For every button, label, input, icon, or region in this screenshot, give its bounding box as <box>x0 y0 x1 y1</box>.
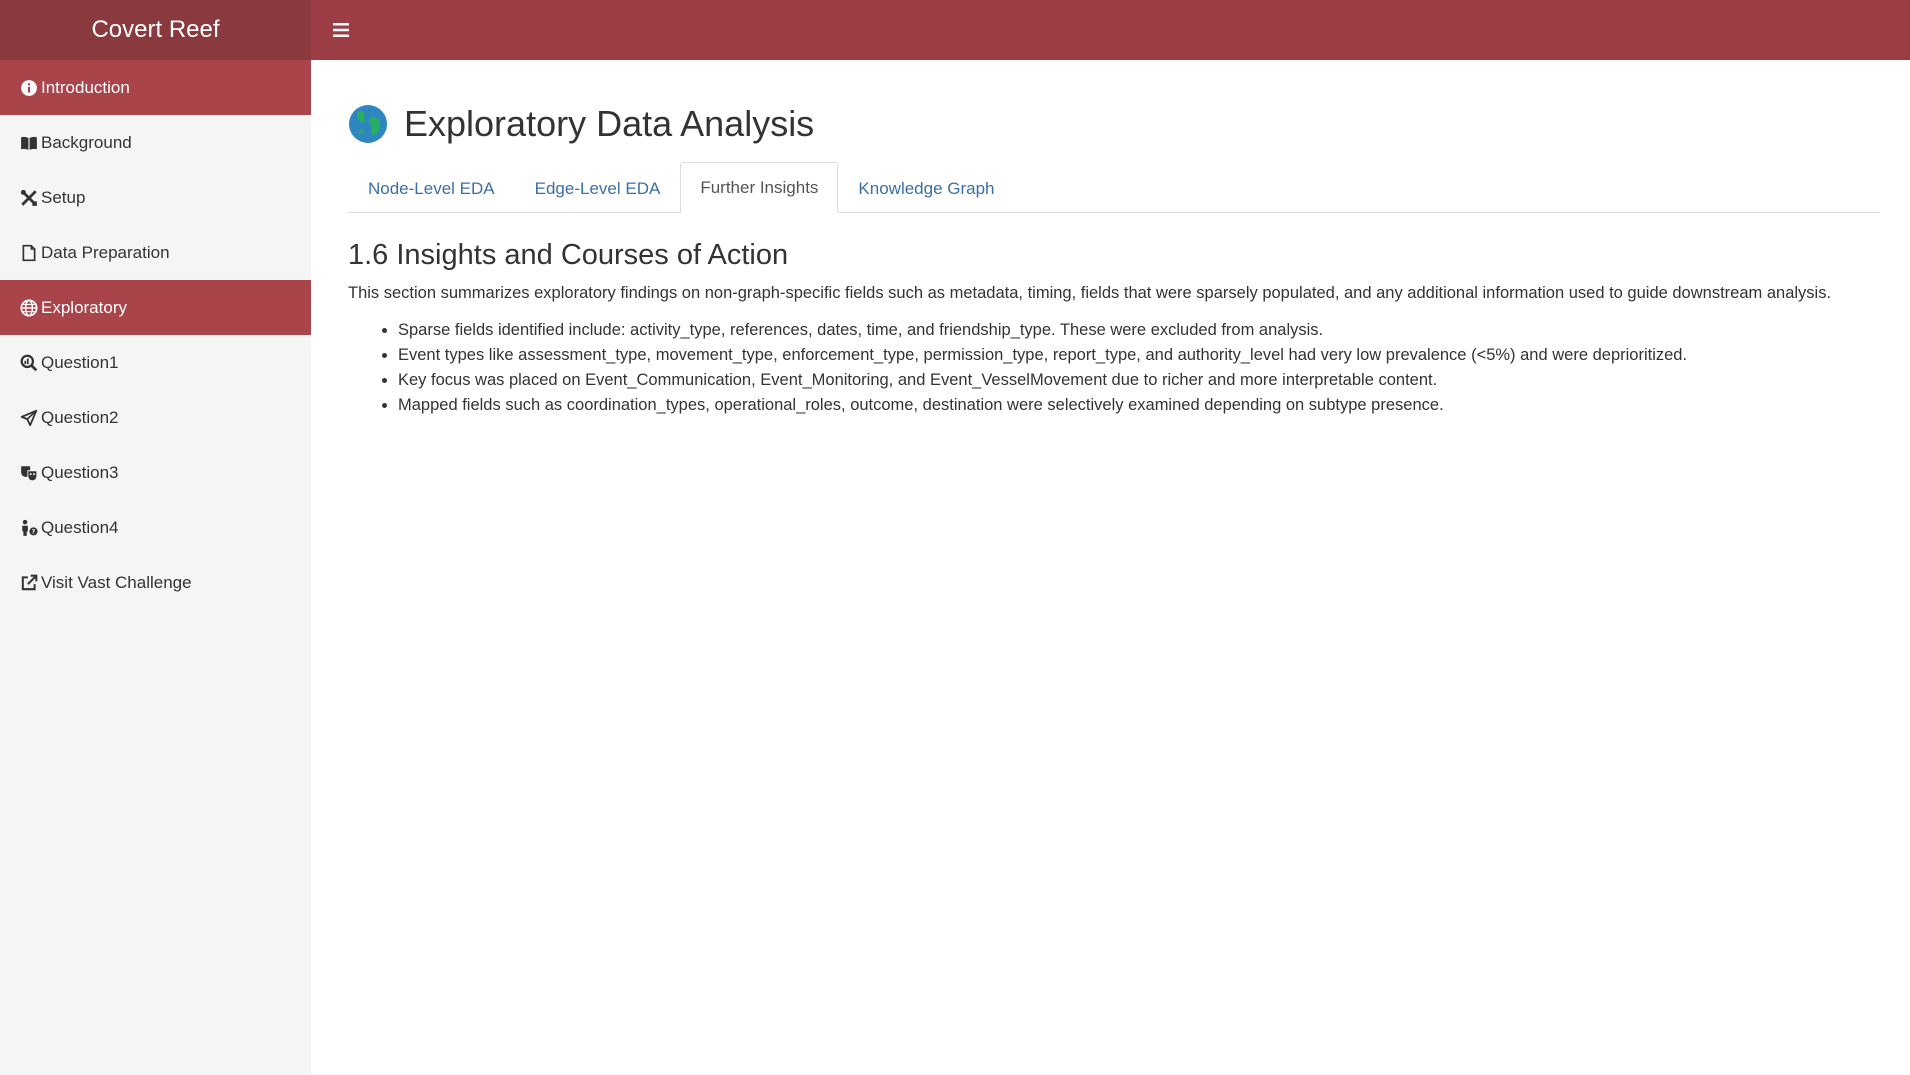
sidebar-item-background[interactable]: Background <box>0 115 311 170</box>
svg-text:?: ? <box>32 528 36 535</box>
masks-icon <box>20 464 38 482</box>
page-title: Exploratory Data Analysis <box>404 103 815 144</box>
sidebar: Introduction Background Setup Data Prepa… <box>0 60 311 1075</box>
sidebar-item-label: Visit Vast Challenge <box>41 572 192 592</box>
sidebar-item-label: Question1 <box>41 352 119 372</box>
tab-bar: Node-Level EDA Edge-Level EDA Further In… <box>348 162 1880 213</box>
sidebar-item-label: Setup <box>41 187 86 207</box>
list-item: Sparse fields identified include: activi… <box>398 318 1880 343</box>
top-navbar <box>311 0 1910 60</box>
main-content: Exploratory Data Analysis Node-Level EDA… <box>348 60 1880 418</box>
sidebar-item-label: Exploratory <box>41 297 127 317</box>
sidebar-item-label: Question3 <box>41 462 119 482</box>
globe-icon <box>20 299 38 317</box>
sidebar-item-question4[interactable]: ? Question4 <box>0 500 311 555</box>
earth-globe-icon <box>349 105 387 143</box>
findings-list: Sparse fields identified include: activi… <box>348 318 1880 418</box>
sidebar-item-question3[interactable]: Question3 <box>0 445 311 500</box>
sidebar-item-label: Question2 <box>41 407 119 427</box>
tab-further-insights[interactable]: Further Insights <box>680 162 839 213</box>
sidebar-item-introduction[interactable]: Introduction <box>0 60 311 115</box>
tab-node-level-eda[interactable]: Node-Level EDA <box>368 178 495 198</box>
sidebar-item-setup[interactable]: Setup <box>0 170 311 225</box>
external-link-icon <box>20 574 38 592</box>
person-question-icon: ? <box>20 519 38 537</box>
app-title: Covert Reef <box>91 16 220 43</box>
hamburger-icon <box>333 23 349 37</box>
sidebar-item-label: Introduction <box>41 77 130 97</box>
app-brand[interactable]: Covert Reef <box>0 0 311 60</box>
sidebar-toggle-button[interactable] <box>327 16 355 44</box>
sidebar-item-label: Data Preparation <box>41 242 170 262</box>
list-item: Mapped fields such as coordination_types… <box>398 393 1880 418</box>
sidebar-item-visit-vast-challenge[interactable]: Visit Vast Challenge <box>0 555 311 610</box>
sidebar-item-exploratory[interactable]: Exploratory <box>0 280 311 335</box>
tab-knowledge-graph[interactable]: Knowledge Graph <box>858 178 995 198</box>
tab-edge-level-eda[interactable]: Edge-Level EDA <box>534 178 661 198</box>
list-item: Event types like assessment_type, moveme… <box>398 343 1880 368</box>
send-icon <box>20 409 38 427</box>
page-title-row: Exploratory Data Analysis <box>348 102 1880 146</box>
file-icon <box>20 244 38 262</box>
sidebar-item-label: Background <box>41 132 132 152</box>
info-circle-icon <box>20 79 38 97</box>
sidebar-item-data-preparation[interactable]: Data Preparation <box>0 225 311 280</box>
sidebar-item-label: Question4 <box>41 517 119 537</box>
section-heading: 1.6 Insights and Courses of Action <box>348 239 789 271</box>
tools-icon <box>20 189 38 207</box>
sidebar-item-question1[interactable]: Question1 <box>0 335 311 390</box>
sidebar-item-question2[interactable]: Question2 <box>0 390 311 445</box>
section-summary: This section summarizes exploratory find… <box>348 284 1832 302</box>
book-open-icon <box>20 134 38 152</box>
list-item: Key focus was placed on Event_Communicat… <box>398 368 1880 393</box>
search-chart-icon <box>20 354 38 372</box>
